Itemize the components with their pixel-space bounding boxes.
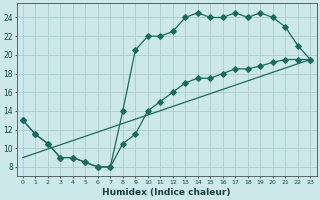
- X-axis label: Humidex (Indice chaleur): Humidex (Indice chaleur): [102, 188, 231, 197]
